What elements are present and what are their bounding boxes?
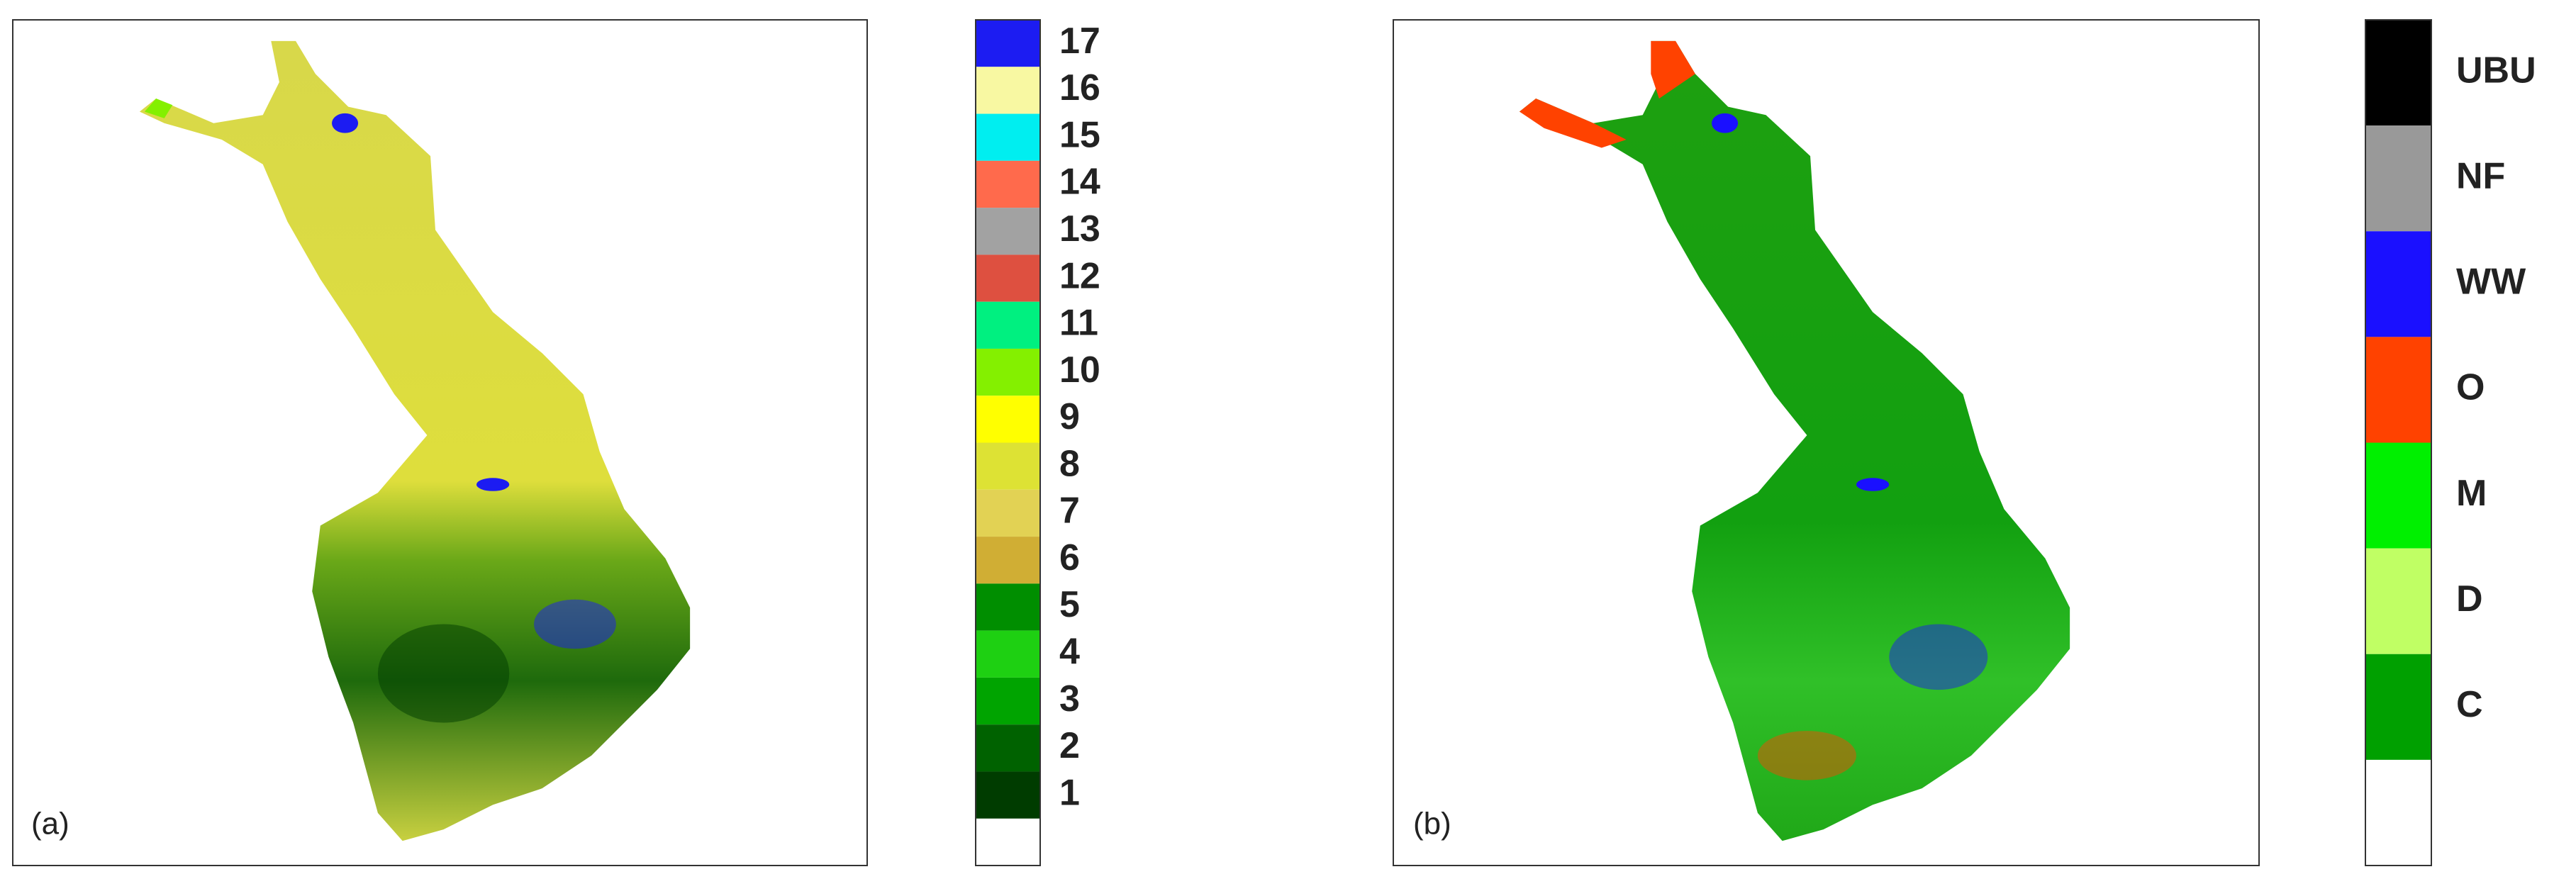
legend-swatch: [976, 677, 1040, 725]
map: [139, 40, 691, 841]
legend-swatch: [2365, 442, 2431, 549]
legend-label: 9: [1059, 396, 1080, 437]
legend-swatch: [976, 489, 1040, 537]
legend-swatch: [976, 20, 1040, 67]
legend-label: 11: [1059, 303, 1098, 344]
legend-label: 8: [1059, 443, 1080, 484]
legend-swatch: [2365, 125, 2431, 232]
legend-label: 16: [1059, 67, 1100, 108]
legend-frame: [2365, 19, 2432, 866]
legend-swatch: [976, 442, 1040, 490]
legend-label: 13: [1059, 208, 1100, 250]
legend-swatch: [976, 537, 1040, 584]
map: [1519, 40, 2070, 841]
legend-label: D: [2456, 578, 2483, 620]
panel-b: (b): [1393, 19, 2260, 866]
legend-label: M: [2456, 473, 2487, 514]
legend-swatch: [976, 113, 1040, 161]
legend-swatch: [976, 301, 1040, 349]
legend-label: NF: [2456, 155, 2505, 196]
legend-swatch: [976, 630, 1040, 678]
legend-swatch: [2365, 20, 2431, 126]
legend-swatch: [976, 348, 1040, 396]
legend-label: 15: [1059, 114, 1100, 155]
legend-label: 2: [1059, 725, 1080, 766]
legend-swatch: [976, 771, 1040, 819]
panel-label: (b): [1413, 807, 1451, 841]
legend-label: 4: [1059, 631, 1080, 672]
legend-label: 17: [1059, 21, 1100, 62]
legend-label: O: [2456, 367, 2485, 408]
legend-label: 5: [1059, 584, 1080, 625]
legend-label: C: [2456, 684, 2483, 725]
legend-swatch: [976, 67, 1040, 114]
legend-swatch: [976, 724, 1040, 772]
panel-label: (a): [31, 807, 69, 841]
legend-label: 3: [1059, 678, 1080, 719]
legend-swatch: [976, 208, 1040, 255]
legend-label: UBU: [2456, 50, 2536, 91]
legend-frame: [975, 19, 1041, 866]
legend-label: 14: [1059, 162, 1100, 203]
legend-swatch: [976, 160, 1040, 208]
legend-swatch: [976, 396, 1040, 443]
legend-label: WW: [2456, 262, 2526, 303]
legend-label: 6: [1059, 537, 1080, 578]
legend-swatch: [976, 254, 1040, 302]
legend-label: 10: [1059, 349, 1100, 391]
legend-swatch: [2365, 231, 2431, 337]
legend-label: 1: [1059, 772, 1080, 813]
legend-label: 12: [1059, 255, 1100, 296]
legend-swatch: [2365, 337, 2431, 443]
panel-a: (a): [12, 19, 868, 866]
legend-swatch: [976, 583, 1040, 631]
legend-label: 7: [1059, 491, 1080, 532]
legend-swatch: [2365, 548, 2431, 654]
legend-swatch: [2365, 654, 2431, 760]
